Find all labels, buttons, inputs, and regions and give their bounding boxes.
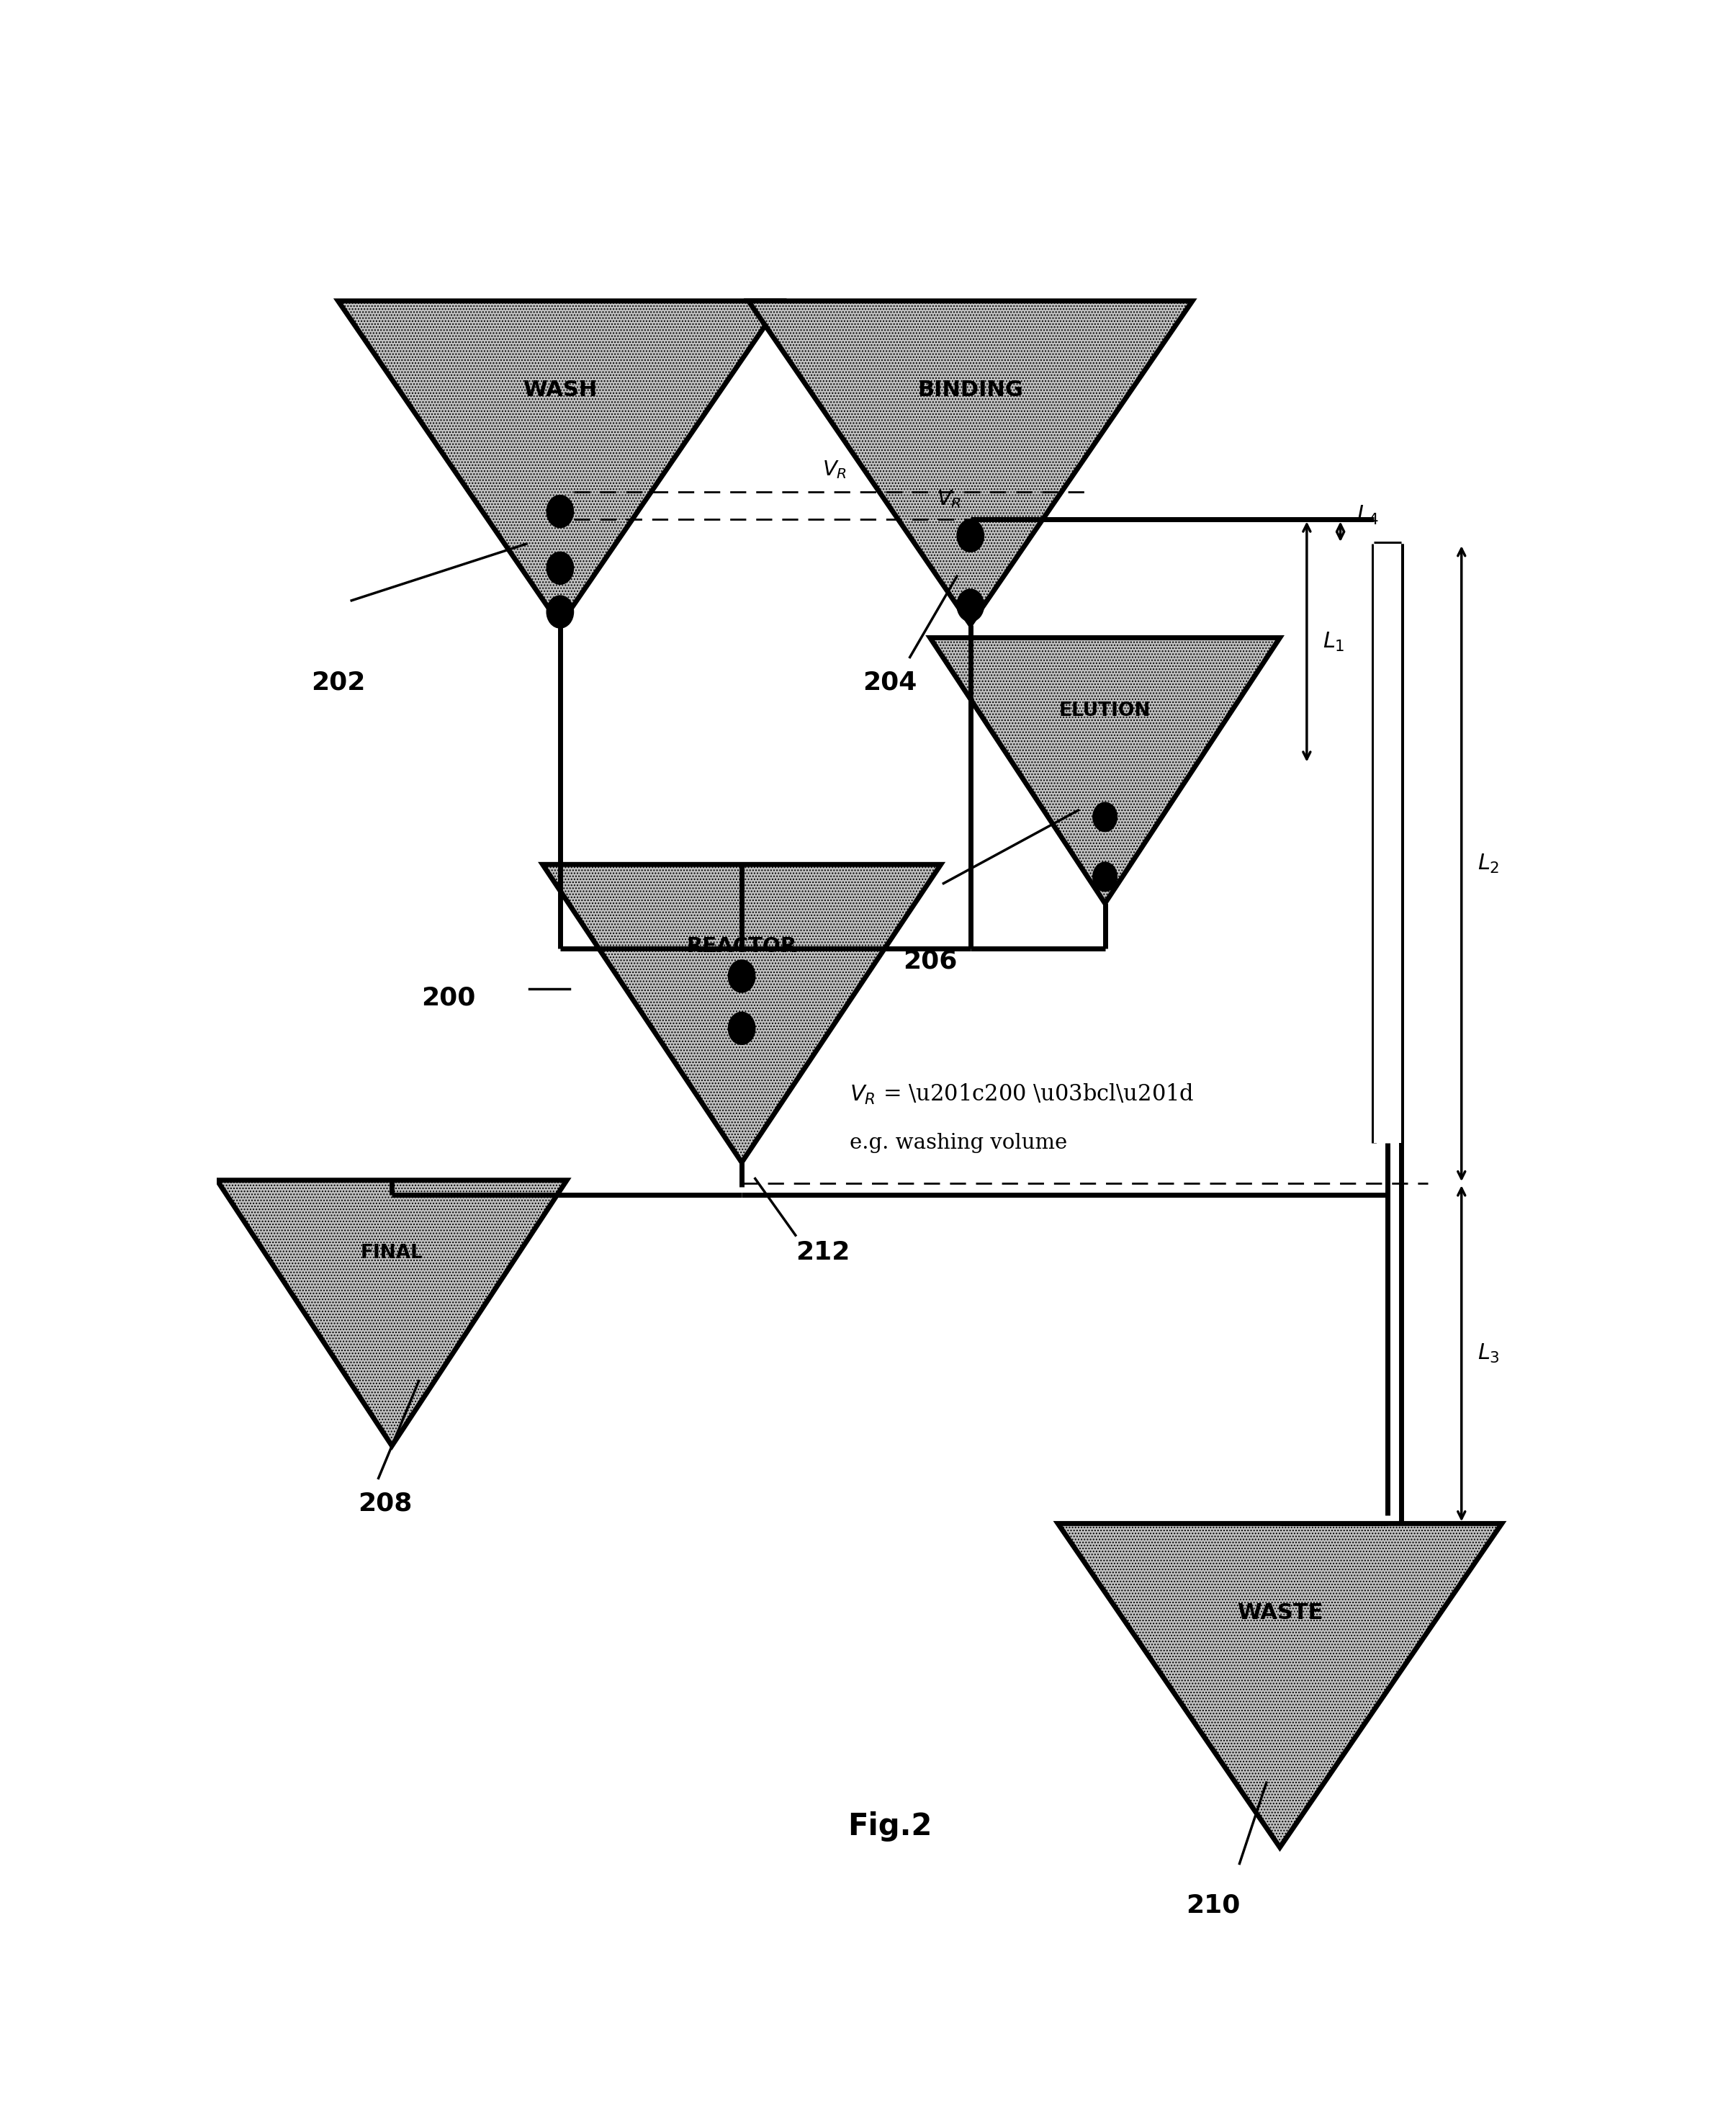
Text: $V_R$: $V_R$ <box>937 488 962 509</box>
Circle shape <box>729 1012 755 1045</box>
Text: FINAL: FINAL <box>361 1243 424 1262</box>
Text: 204: 204 <box>863 671 917 694</box>
Bar <box>1375 545 1401 1144</box>
Polygon shape <box>339 301 781 625</box>
Circle shape <box>547 551 573 585</box>
Circle shape <box>1094 862 1116 892</box>
Text: 206: 206 <box>903 948 958 974</box>
Text: $L_3$: $L_3$ <box>1477 1342 1500 1365</box>
Text: $L_2$: $L_2$ <box>1477 852 1500 875</box>
Text: e.g. washing volume: e.g. washing volume <box>849 1134 1068 1152</box>
Circle shape <box>957 589 984 622</box>
Text: BINDING: BINDING <box>918 379 1023 400</box>
Polygon shape <box>1057 1523 1502 1846</box>
Text: Fig.2: Fig.2 <box>847 1811 932 1842</box>
Polygon shape <box>543 864 941 1163</box>
Text: $L_4$: $L_4$ <box>1356 505 1378 526</box>
Text: WASTE: WASTE <box>1236 1602 1323 1624</box>
Text: 212: 212 <box>795 1241 851 1264</box>
Circle shape <box>547 595 573 629</box>
Circle shape <box>957 519 984 551</box>
Text: 200: 200 <box>422 986 476 1009</box>
Text: $L_1$: $L_1$ <box>1323 631 1345 652</box>
Text: 210: 210 <box>1186 1893 1240 1918</box>
Text: $V_R$: $V_R$ <box>823 458 847 482</box>
Text: REACTOR: REACTOR <box>686 936 797 957</box>
Text: $V_R$ = \u201c200 \u03bcl\u201d: $V_R$ = \u201c200 \u03bcl\u201d <box>849 1083 1194 1106</box>
Circle shape <box>1094 803 1116 831</box>
Text: 208: 208 <box>358 1491 413 1516</box>
Circle shape <box>729 959 755 993</box>
Polygon shape <box>748 301 1193 625</box>
Circle shape <box>547 496 573 528</box>
Polygon shape <box>930 637 1279 904</box>
Polygon shape <box>217 1180 566 1445</box>
Text: 202: 202 <box>311 671 366 694</box>
Text: WASH: WASH <box>523 379 597 400</box>
Text: ELUTION: ELUTION <box>1059 702 1151 719</box>
